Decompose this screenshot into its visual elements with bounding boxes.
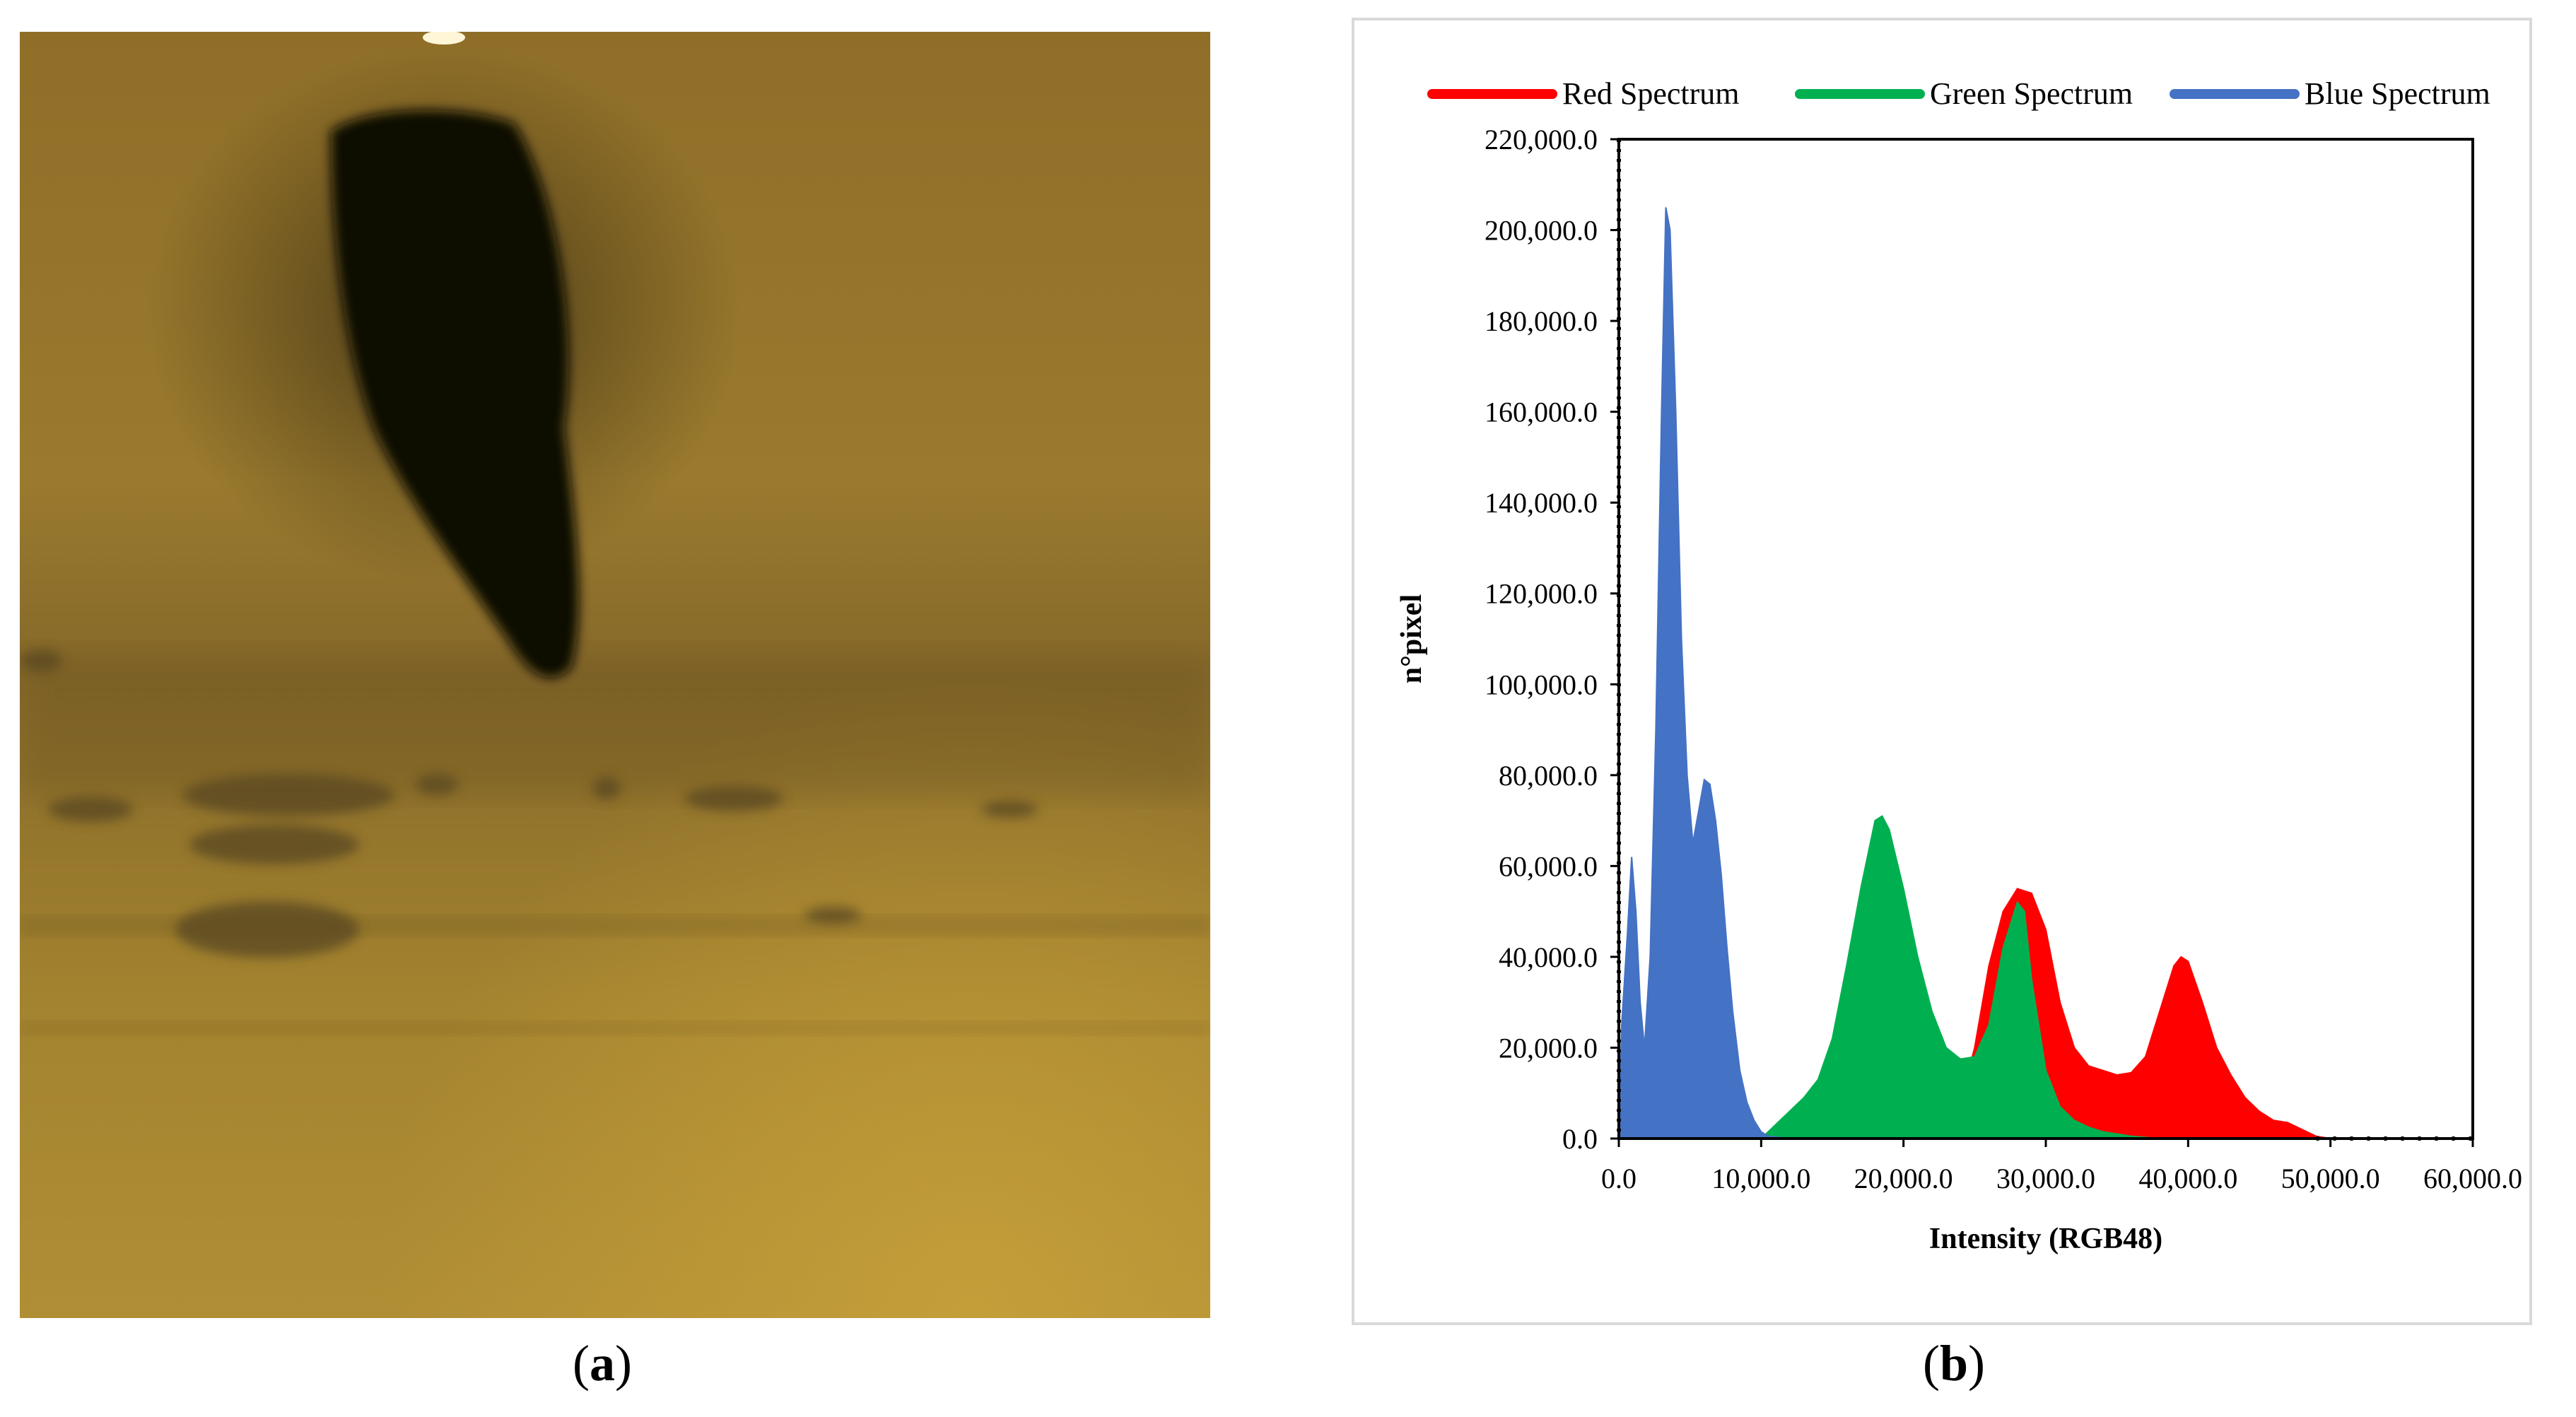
x-tick-label: 0.0: [1601, 1163, 1637, 1194]
y-tick-label: 200,000.0: [1485, 215, 1598, 247]
x-tick-label: 20,000.0: [1854, 1163, 1953, 1194]
caption-a: (a): [573, 1335, 632, 1392]
y-tick-label: 140,000.0: [1485, 487, 1598, 519]
series-green-spectrum: [1759, 815, 2160, 1139]
x-tick-label: 40,000.0: [2138, 1163, 2237, 1194]
histogram-chart: Red Spectrum Green Spectrum Blue Spectrum …: [1395, 76, 2522, 1255]
y-tick-label: 40,000.0: [1499, 941, 1598, 973]
y-tick-label: 160,000.0: [1485, 396, 1598, 428]
x-tick-label: 30,000.0: [1996, 1163, 2095, 1194]
x-tick-label: 50,000.0: [2281, 1163, 2380, 1194]
photo-panel: [20, 30, 1210, 1318]
dark-stain: [331, 110, 579, 678]
y-tick-label: 120,000.0: [1485, 578, 1598, 610]
series-blue-spectrum: [1617, 207, 1790, 1139]
y-tick-label: 100,000.0: [1485, 669, 1598, 700]
y-axis-title: n°pixel: [1395, 594, 1428, 684]
y-tick-label: 180,000.0: [1485, 305, 1598, 337]
photo-image: [20, 30, 1210, 1318]
y-tick-label: 60,000.0: [1499, 850, 1598, 882]
x-tick-label: 60,000.0: [2423, 1163, 2522, 1194]
y-tick-label: 220,000.0: [1485, 124, 1598, 155]
y-tick-label: 20,000.0: [1499, 1032, 1598, 1064]
legend: Red Spectrum Green Spectrum Blue Spectrum: [1427, 76, 2490, 111]
y-tick-label: 0.0: [1562, 1123, 1598, 1155]
x-axis-title: Intensity (RGB48): [1929, 1223, 2162, 1255]
chart-panel: Red Spectrum Green Spectrum Blue Spectrum …: [1352, 18, 2532, 1325]
y-tick-label: 80,000.0: [1499, 760, 1598, 792]
caption-b: (b): [1923, 1335, 1986, 1392]
x-axis: 0.0 10,000.0 20,000.0 30,000.0 40,000.0 50,00…: [1601, 1136, 2522, 1194]
legend-label: Red Spectrum: [1562, 76, 1740, 111]
legend-label: Green Spectrum: [1930, 76, 2133, 111]
y-axis: 0.0 20,000.0 40,000.0 60,000.0 80,000.0 100,0…: [1485, 124, 1621, 1155]
series-layer: [1617, 207, 2331, 1139]
x-tick-label: 10,000.0: [1711, 1163, 1810, 1194]
legend-label: Blue Spectrum: [2305, 76, 2490, 111]
